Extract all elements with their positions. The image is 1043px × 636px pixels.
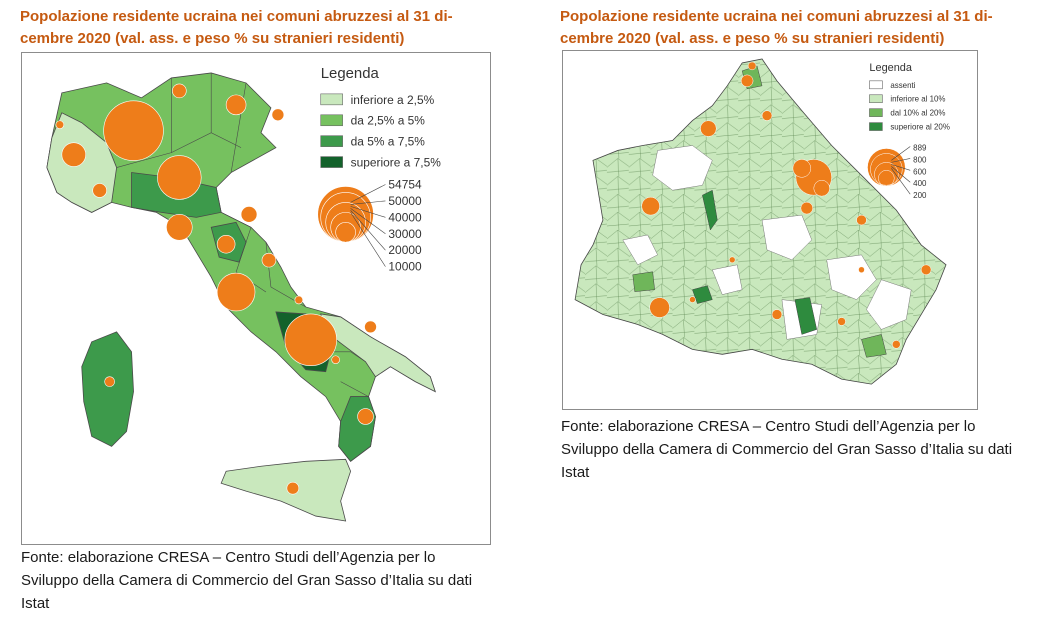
- bubble-small-4: [689, 296, 696, 303]
- abruzzo-legend-value-2: 600: [913, 167, 927, 176]
- bubble-sulmona: [771, 309, 783, 320]
- region-sardegna: [81, 331, 134, 447]
- bubble-veneto: [225, 94, 247, 116]
- abruzzo-legend-label-1: inferiore al 10%: [890, 95, 945, 104]
- bubble-laquila: [641, 196, 660, 216]
- italy-legend-label-0: inferiore a 2,5%: [351, 93, 435, 107]
- bubble-small-5: [728, 256, 736, 264]
- bubble-molise: [294, 295, 304, 305]
- bubble-basilicata: [331, 355, 340, 365]
- bubble-giulianova: [740, 74, 754, 88]
- italy-legend-label-3: superiore a 7,5%: [351, 156, 442, 170]
- bubble-trentino: [172, 83, 187, 99]
- abruzzo-legend-swatch-3: [869, 122, 883, 131]
- italy-legend-swatch-0: [320, 93, 343, 106]
- assenti-areas: [622, 145, 912, 340]
- bubble-montesilvano: [792, 159, 812, 178]
- bubble-toscana: [166, 214, 193, 241]
- region-sicilia: [220, 458, 352, 522]
- abruzzo-legend-label-3: superiore al 20%: [890, 123, 950, 132]
- bubble-atri: [800, 201, 814, 215]
- bubble-avezzano: [649, 297, 670, 318]
- right-figure-title: Popolazione residente ucraina nei comuni…: [560, 8, 993, 47]
- italy-map: Legenda inferiore a 2,5% da 2,5% a 5% da 5…: [46, 65, 442, 522]
- italy-legend-value-3: 30000: [388, 227, 422, 241]
- bubble-small-3: [837, 317, 846, 326]
- bubble-calabria: [357, 408, 374, 425]
- bubble-small-1: [747, 61, 757, 71]
- bubble-lanciano: [856, 214, 867, 226]
- bubble-sicilia: [286, 481, 300, 495]
- bubble-piemonte: [61, 142, 87, 167]
- abruzzo-legend-label-2: dal 10% al 20%: [890, 109, 945, 118]
- bubble-valdaosta: [55, 120, 65, 130]
- bubble-lazio: [216, 272, 256, 312]
- abruzzo-legend-swatch-2: [869, 108, 883, 117]
- legend-title: Legenda: [869, 62, 912, 74]
- bubble-chieti: [813, 180, 830, 197]
- bubble-lombardia: [103, 100, 164, 161]
- bubble-campania: [284, 313, 337, 367]
- italy-legend-label-1: da 2,5% a 5%: [351, 114, 426, 128]
- bubble-small-6: [892, 340, 901, 349]
- legend-circle-scale: [867, 148, 906, 187]
- italy-legend-swatch-1: [320, 114, 343, 127]
- bubble-small-2: [858, 266, 865, 274]
- abruzzo-legend-value-0: 889: [913, 143, 927, 152]
- bubble-marche: [240, 206, 258, 223]
- italy-legend-value-4: 20000: [388, 243, 422, 257]
- legend-circle-scale: [317, 186, 374, 243]
- abruzzo-legend-swatch-0: [869, 80, 883, 90]
- italy-legend-value-5: 10000: [388, 260, 422, 274]
- right-figure-source: Fonte: elaborazione CRESA – Centro Studi…: [561, 418, 1013, 481]
- bubble-roseto: [761, 110, 773, 121]
- high-share-areas: [692, 189, 818, 335]
- bubble-vasto: [920, 264, 932, 275]
- abruzzo-bubbles: [641, 61, 932, 349]
- bubble-friuli: [271, 108, 285, 122]
- abruzzo-map-frame: Legenda assenti inferiore al 10% dal 10% a…: [562, 50, 978, 410]
- italy-legend-swatch-2: [320, 135, 343, 147]
- italy-legend: Legenda inferiore a 2,5% da 2,5% a 5% da 5…: [317, 65, 442, 274]
- bubble-emilia: [157, 155, 202, 200]
- abruzzo-map: Legenda assenti inferiore al 10% dal 10% a…: [574, 58, 950, 385]
- left-figure-source: Fonte: elaborazione CRESA – Centro Studi…: [21, 549, 473, 612]
- bubble-abruzzo: [261, 252, 277, 268]
- bubble-umbria: [216, 234, 236, 254]
- legend-title: Legenda: [321, 65, 380, 82]
- italy-legend-value-2: 40000: [388, 210, 422, 224]
- abruzzo-legend-value-3: 400: [913, 179, 927, 188]
- region-puglia: [320, 313, 436, 393]
- italy-legend-label-2: da 5% a 7,5%: [351, 135, 426, 149]
- bubble-puglia: [364, 320, 377, 334]
- italy-map-frame: Legenda inferiore a 2,5% da 2,5% a 5% da 5…: [21, 52, 491, 545]
- abruzzo-legend-value-4: 200: [913, 191, 927, 200]
- abruzzo-legend-label-0: assenti: [890, 81, 915, 90]
- italy-legend-swatch-3: [320, 156, 343, 168]
- abruzzo-legend: Legenda assenti inferiore al 10% dal 10% a…: [867, 62, 950, 200]
- left-figure-title: Popolazione residente ucraina nei comuni…: [20, 8, 453, 47]
- bubble-liguria: [92, 183, 107, 198]
- italy-legend-value-1: 50000: [388, 194, 422, 208]
- italy-legend-value-0: 54754: [388, 177, 422, 191]
- abruzzo-legend-swatch-1: [869, 94, 883, 104]
- abruzzo-legend-value-1: 800: [913, 155, 927, 164]
- bubble-teramo: [700, 120, 717, 137]
- bubble-sardegna: [104, 376, 115, 387]
- population-bubbles: [55, 83, 377, 495]
